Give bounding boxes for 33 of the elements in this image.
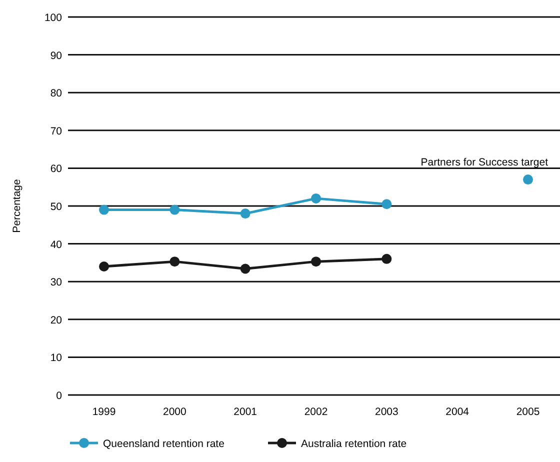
x-tick-label: 2004 — [446, 406, 470, 418]
y-tick-label: 60 — [50, 163, 62, 176]
y-tick-label: 50 — [50, 201, 62, 213]
y-tick-label: 80 — [50, 88, 62, 100]
annotation: Partners for Success target — [420, 156, 548, 169]
point — [99, 204, 109, 215]
point — [170, 204, 180, 215]
point — [311, 193, 321, 204]
x-tick-label: 1999 — [92, 406, 116, 418]
y-tick-label: 0 — [56, 390, 62, 402]
y-tick-label: 100 — [44, 12, 62, 24]
point — [523, 174, 533, 185]
y-tick-label: 70 — [50, 125, 62, 138]
y-tick-label: 90 — [50, 50, 62, 62]
x-tick-label: 2003 — [374, 406, 399, 418]
point — [240, 208, 250, 219]
y-tick-label: 40 — [50, 238, 62, 251]
point — [240, 264, 250, 274]
legend-label: Australia retention rate — [301, 438, 407, 450]
y-axis-title: Percentage — [11, 178, 23, 233]
point — [382, 254, 392, 264]
point — [311, 256, 321, 267]
x-tick-label: 2000 — [162, 406, 187, 418]
point — [382, 199, 392, 210]
y-tick-label: 30 — [50, 276, 62, 289]
legend-label: Queensland retention rate — [103, 438, 225, 450]
x-tick-label: 2002 — [304, 406, 328, 418]
x-tick-label: 2005 — [516, 406, 540, 418]
point — [170, 256, 180, 267]
point — [99, 261, 109, 272]
y-tick-label: 10 — [50, 352, 62, 364]
x-tick-label: 2001 — [234, 406, 258, 418]
y-tick-label: 20 — [50, 314, 62, 326]
